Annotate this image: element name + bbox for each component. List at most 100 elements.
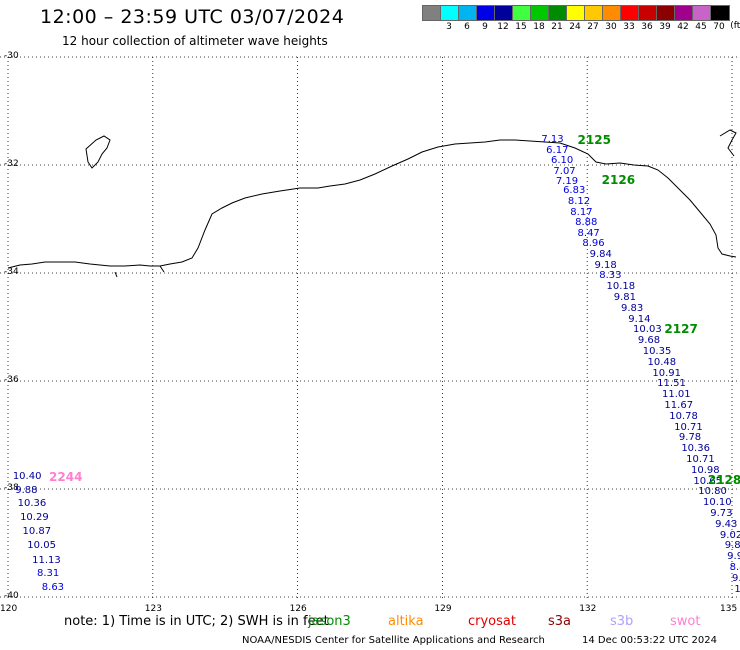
- satellite-legend-item: s3b: [610, 614, 634, 629]
- wave-height-value: 10.29: [20, 511, 49, 523]
- wave-height-value: 11.01: [662, 389, 691, 401]
- wave-height-value: 7.07: [553, 166, 576, 178]
- color-scale-bin: 45: [692, 5, 712, 33]
- color-scale-swatch: [710, 5, 730, 21]
- wave-height-value: 10.05: [27, 540, 56, 552]
- longitude-label: 135: [720, 604, 738, 614]
- wave-height-value: 7.19: [555, 175, 579, 187]
- satellite-legend-item: cryosat: [468, 614, 516, 629]
- wave-height-value: 6.83: [563, 185, 586, 196]
- wave-height-value: 10.71: [686, 453, 715, 465]
- wave-height-value: 9.14: [628, 313, 651, 325]
- wave-height-value: 10.35: [642, 345, 672, 357]
- wave-height-value: 8.82: [729, 561, 740, 573]
- longitude-label: 132: [579, 604, 597, 614]
- wave-height-value: 10.80: [698, 486, 727, 498]
- wave-height-value: 7.13: [541, 133, 564, 145]
- wave-height-value: 10.71: [674, 421, 703, 433]
- pass-time-label: 2128: [707, 472, 740, 487]
- wave-height-value: 8.96: [582, 237, 605, 249]
- wave-height-value: 8.47: [577, 228, 600, 240]
- latitude-label: -36: [4, 375, 19, 385]
- wave-height-value: 6.10: [551, 155, 574, 167]
- footer-note: note: 1) Time is in UTC; 2) SWH is in fe…: [64, 614, 329, 629]
- longitude-label: 120: [0, 604, 18, 614]
- map-subtitle: 12 hour collection of altimeter wave hei…: [62, 34, 328, 48]
- wave-height-value: 9.18: [594, 259, 617, 271]
- wave-height-value: 10.36: [681, 443, 710, 455]
- pass-time-label: 2127: [664, 321, 698, 336]
- color-scale-label: 33: [623, 22, 635, 32]
- wave-height-value: 9.1: [732, 572, 740, 584]
- eyre-peninsula-coastline: [719, 129, 737, 157]
- satellite-legend-item: altika: [388, 614, 424, 629]
- wave-height-value: 10.91: [652, 367, 681, 379]
- color-scale-bin: 70: [710, 5, 730, 33]
- color-scale-label: 30: [605, 22, 617, 32]
- color-scale-label: 39: [659, 22, 671, 32]
- pass-time-label: 2125: [577, 132, 611, 147]
- wave-height-value: 9.83: [620, 302, 644, 314]
- wave-height-value: 9.81: [613, 291, 636, 303]
- wave-height-value: 9.43: [715, 518, 738, 530]
- pass-time-label: 2126: [601, 173, 636, 188]
- color-scale-unit: (ft): [730, 21, 740, 31]
- latitude-label: -38: [4, 483, 19, 493]
- wave-height-value: 10.48: [647, 356, 677, 368]
- lat-lon-grid: [0, 56, 740, 600]
- wave-height-value: 9.82: [724, 540, 740, 552]
- wave-height-value: 10.36: [17, 498, 47, 510]
- latitude-label: -32: [4, 159, 19, 169]
- wave-height-value: 10.10: [703, 497, 732, 509]
- wave-height-value: 9.84: [589, 248, 612, 260]
- satellite-legend-item: jason3: [308, 614, 351, 629]
- wave-height-value: 8.63: [41, 581, 65, 593]
- wave-height-value: 10.87: [22, 526, 52, 538]
- wave-height-value: 10.98: [690, 464, 720, 476]
- wave-height-value: 9.02: [719, 529, 740, 541]
- australia-coastline: [7, 139, 737, 269]
- coast-tick-2: [159, 265, 165, 273]
- latitude-label: -30: [4, 51, 19, 61]
- color-scale-label: 45: [695, 22, 707, 32]
- wave-height-value: 6.17: [546, 144, 569, 156]
- wave-height-value: 10.40: [12, 471, 42, 483]
- longitude-label: 129: [434, 604, 452, 614]
- coast-tick-1: [114, 271, 118, 278]
- color-scale-bin: 30: [602, 5, 622, 33]
- pass-time-label: 2244: [49, 470, 83, 485]
- wave-height-value: 8.33: [599, 270, 622, 282]
- color-scale-label: 15: [515, 22, 527, 32]
- color-scale-bin: 27: [584, 5, 604, 33]
- wave-height-value: 9.88: [15, 484, 38, 496]
- color-scale-bin: 12: [494, 5, 514, 33]
- color-scale-label: 27: [587, 22, 599, 32]
- satellite-legend-item: s3a: [548, 614, 572, 629]
- wave-height-value: 9.78: [678, 432, 702, 444]
- color-scale-label: 3: [446, 22, 452, 32]
- color-scale-label: 36: [641, 22, 653, 32]
- color-scale-label: 42: [677, 22, 689, 32]
- longitude-label: 126: [289, 604, 307, 614]
- wave-height-value: 10.78: [669, 410, 698, 422]
- wave-height-value: 9.93: [727, 551, 740, 563]
- wave-height-value: 9.68: [637, 335, 661, 347]
- map-title: 12:00 – 23:59 UTC 03/07/2024: [40, 6, 345, 28]
- wave-height-value: 10.18: [606, 281, 636, 293]
- color-scale-label: 12: [497, 22, 509, 32]
- footer-credit: NOAA/NESDIS Center for Satellite Applica…: [242, 635, 545, 646]
- wave-height-value: 8.17: [570, 206, 593, 218]
- color-scale-label: 6: [464, 22, 470, 32]
- wave-height-value: 11.13: [32, 554, 61, 566]
- wave-height-value: 8.12: [567, 195, 591, 207]
- wave-height-value: 10: [734, 583, 740, 595]
- wave-height-value: 10.03: [633, 324, 662, 336]
- wave-height-value: 11.67: [664, 399, 694, 411]
- wave-height-value: 9.73: [710, 507, 733, 519]
- wave-height-value: 10.65: [693, 475, 723, 487]
- color-scale-bin: 24: [566, 5, 586, 33]
- longitude-label: 123: [144, 604, 162, 614]
- latitude-label: -34: [4, 267, 19, 277]
